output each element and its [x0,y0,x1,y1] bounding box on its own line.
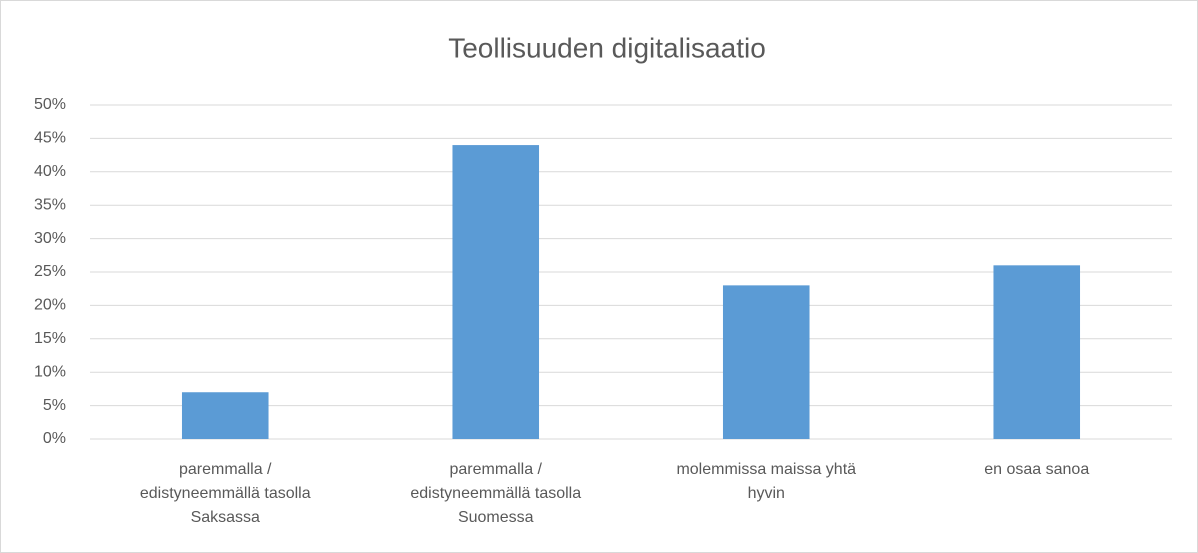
x-tick-label: en osaa sanoa [984,461,1090,478]
y-tick-label: 35% [34,196,66,213]
y-tick-label: 15% [34,330,66,347]
chart-title: Teollisuuden digitalisaatio [448,32,766,63]
bar [181,392,269,439]
y-tick-label: 10% [34,363,66,380]
x-tick-label: molemmissa maissa yhtä hyvin [676,461,857,502]
bar [722,285,810,439]
y-tick-label: 5% [43,397,66,414]
y-tick-label: 40% [34,163,66,180]
bar [452,145,540,439]
x-tick-label: paremmalla / edistyneemmällä tasolla Suo… [410,461,582,526]
y-tick-label: 50% [34,96,66,113]
x-tick-label: paremmalla / edistyneemmällä tasolla Sak… [139,461,311,526]
y-tick-label: 20% [34,297,66,314]
y-tick-label: 45% [34,130,66,147]
y-tick-label: 25% [34,263,66,280]
y-tick-label: 30% [34,230,66,247]
bar [993,265,1081,439]
y-tick-label: 0% [43,430,66,447]
